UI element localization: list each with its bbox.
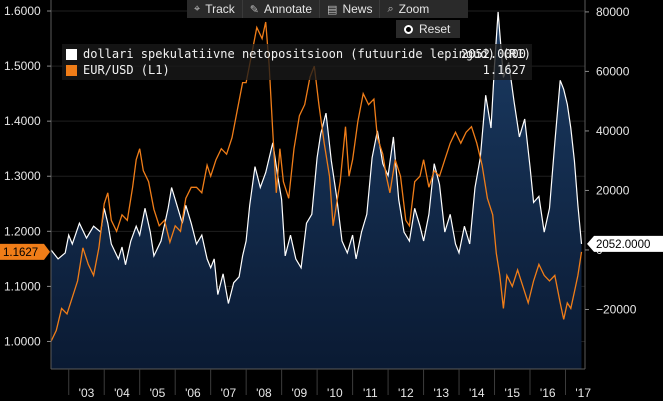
news-icon: ▤ (327, 2, 338, 16)
legend-label-white: dollari spekulatiivne netopositsioon (fu… (83, 47, 531, 61)
news-button[interactable]: ▤ News (320, 0, 381, 18)
axes (47, 0, 589, 395)
x-tick-label: '06 (185, 386, 201, 400)
x-tick-label: '14 (469, 386, 485, 400)
legend-swatch-white (66, 48, 77, 60)
series-white-area (51, 11, 582, 370)
reset-label: Reset (419, 22, 451, 36)
x-tick-label: '13 (433, 386, 449, 400)
legend: dollari spekulatiivne netopositsioon (fu… (62, 44, 532, 80)
crosshair-icon: ⌖ (194, 2, 201, 15)
axis-labels: 1.6000 1.5000 1.4000 1.3000 1.2000 1.1000 1.00… (0, 4, 663, 400)
chart-toolbar: ⌖ Track ✎ Annotate ▤ News ⌕ Zoom (187, 0, 468, 18)
left-tick-label: 1.0000 (4, 334, 41, 348)
right-tick-label: 80000 (596, 5, 630, 19)
radio-icon (404, 24, 413, 34)
x-tick-label: '12 (398, 386, 414, 400)
zoom-button[interactable]: ⌕ Zoom (380, 0, 436, 18)
x-tick-label: '03 (79, 386, 95, 400)
legend-swatch-orange (66, 64, 77, 76)
area-fill (51, 11, 582, 370)
reset-button[interactable]: Reset (396, 20, 460, 38)
x-tick-label: '17 (575, 386, 591, 400)
annotate-button[interactable]: ✎ Annotate (243, 0, 321, 18)
legend-item-white: dollari spekulatiivne netopositsioon (fu… (66, 47, 531, 61)
x-tick-label: '11 (363, 386, 378, 400)
x-tick-label: '04 (114, 386, 130, 400)
legend-value-white: 2052.0000 (460, 47, 526, 61)
legend-item-orange: EUR/USD (L1) (66, 63, 170, 77)
left-tick-label: 1.2000 (4, 224, 41, 238)
last-value-tag-white (587, 235, 663, 252)
last-value-label-white: 2052.0000 (596, 239, 650, 251)
left-tick-label: 1.4000 (4, 114, 41, 128)
pencil-icon: ✎ (249, 2, 259, 16)
right-tick-label: 20000 (596, 183, 630, 197)
left-tick-label: 1.1000 (4, 279, 41, 293)
right-tick-label: −20000 (596, 302, 637, 316)
last-value-tag-orange (0, 243, 44, 260)
zoom-label: Zoom (398, 2, 430, 16)
legend-value-orange: 1.1627 (482, 63, 526, 77)
x-tick-label: '08 (256, 386, 272, 400)
left-tick-label: 1.3000 (4, 169, 41, 183)
series-white-line (50, 11, 583, 304)
x-tick-label: '05 (150, 386, 166, 400)
left-tick-label: 1.6000 (4, 4, 41, 18)
last-value-tag-orange-arrow (44, 243, 50, 260)
news-label: News (342, 2, 373, 16)
x-tick-label: '15 (504, 386, 520, 400)
x-tick-label: '09 (292, 386, 308, 400)
right-tick-label: 60000 (596, 64, 630, 78)
x-tick-label: '10 (327, 386, 343, 400)
track-button[interactable]: ⌖ Track (187, 0, 243, 18)
legend-label-orange: EUR/USD (L1) (83, 63, 170, 77)
left-tick-label: 1.5000 (4, 59, 41, 73)
annotate-label: Annotate (263, 2, 313, 16)
magnifier-icon: ⌕ (387, 2, 394, 15)
x-tick-label: '16 (540, 386, 556, 400)
series-orange-path (50, 21, 583, 342)
series-orange-line (50, 21, 583, 342)
track-label: Track (205, 2, 235, 16)
last-value-label-orange: 1.1627 (3, 247, 38, 259)
series-white-path (50, 11, 583, 304)
right-tick-label: 40000 (596, 124, 630, 138)
x-tick-label: '07 (221, 386, 237, 400)
